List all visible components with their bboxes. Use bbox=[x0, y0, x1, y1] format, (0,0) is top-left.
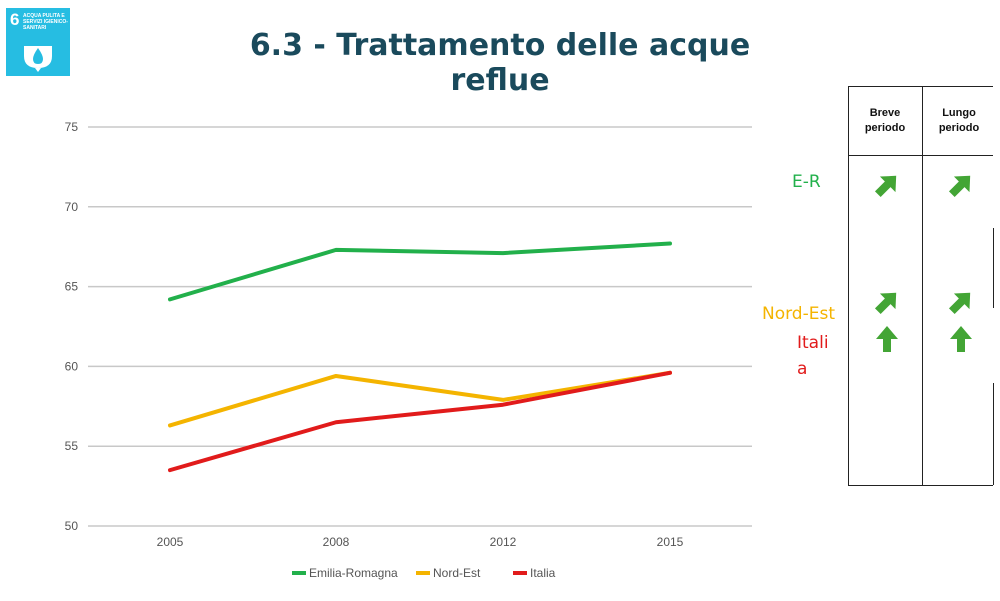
arrow-up-icon bbox=[950, 326, 972, 352]
label-italia: Italia bbox=[797, 333, 829, 379]
legend-entry: Emilia-Romagna bbox=[309, 566, 398, 580]
legend-entry: Nord-Est bbox=[433, 566, 481, 580]
arrow-up-icon bbox=[876, 326, 898, 352]
header-breve-periodo: Breve periodo bbox=[864, 107, 906, 134]
sdg-text: ACQUA PULITA E SERVIZI IGIENICO-SANITARI bbox=[23, 13, 68, 31]
series-line-italia bbox=[168, 370, 672, 473]
x-tick-label: 2015 bbox=[657, 535, 684, 549]
y-tick-label: 65 bbox=[65, 280, 79, 294]
y-tick-label: 55 bbox=[65, 439, 79, 453]
label-nord-est: Nord-Est bbox=[762, 304, 835, 324]
series-line-nord-est bbox=[168, 370, 672, 428]
page-title: 6.3 - Trattamento delle acque reflue bbox=[249, 28, 751, 98]
y-tick-label: 60 bbox=[65, 359, 79, 373]
series-line-emilia-romagna bbox=[168, 241, 672, 302]
column-divider bbox=[922, 87, 923, 485]
header-divider bbox=[849, 155, 993, 156]
water-drop-icon bbox=[24, 46, 52, 72]
y-tick-label: 50 bbox=[65, 519, 79, 533]
arrow-up-right-icon bbox=[948, 292, 971, 315]
right-border-segment bbox=[993, 228, 994, 308]
right-border-segment bbox=[993, 383, 994, 485]
header-lungo-periodo: Lungo periodo bbox=[938, 107, 980, 134]
y-tick-label: 70 bbox=[65, 200, 79, 214]
arrow-up-right-icon bbox=[948, 175, 971, 198]
arrow-up-right-icon bbox=[874, 175, 897, 198]
x-tick-label: 2012 bbox=[490, 535, 517, 549]
legend-entry: Italia bbox=[530, 566, 556, 580]
trend-table: Breve periodo Lungo periodo bbox=[848, 86, 994, 486]
x-tick-label: 2005 bbox=[157, 535, 184, 549]
y-tick-label: 75 bbox=[65, 120, 79, 134]
x-tick-label: 2008 bbox=[323, 535, 350, 549]
arrow-up-right-icon bbox=[874, 292, 897, 315]
sdg-number: 6 bbox=[10, 10, 20, 29]
sdg-6-logo: 6 ACQUA PULITA E SERVIZI IGIENICO-SANITA… bbox=[6, 8, 70, 76]
label-emilia-romagna: E-R bbox=[792, 172, 821, 192]
